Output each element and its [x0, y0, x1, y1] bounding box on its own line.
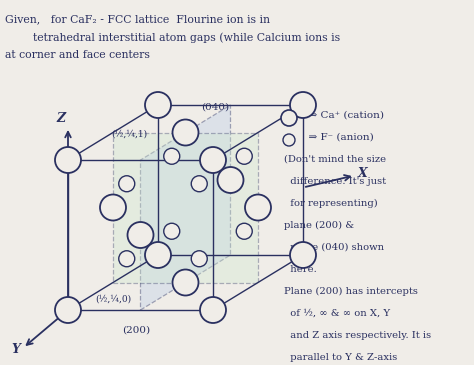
- Circle shape: [200, 147, 226, 173]
- Circle shape: [236, 148, 252, 164]
- Text: parallel to Y & Z-axis: parallel to Y & Z-axis: [284, 353, 397, 361]
- Text: difference. It's just: difference. It's just: [284, 177, 386, 185]
- Text: here.: here.: [284, 265, 317, 273]
- Text: for representing): for representing): [284, 199, 378, 208]
- Circle shape: [119, 176, 135, 192]
- Text: ⇒ Ca⁺ (cation): ⇒ Ca⁺ (cation): [302, 111, 384, 119]
- Text: (200): (200): [122, 326, 151, 335]
- Circle shape: [191, 251, 207, 267]
- Circle shape: [236, 223, 252, 239]
- Text: ⇒ F⁻ (anion): ⇒ F⁻ (anion): [302, 132, 374, 142]
- Text: Z: Z: [56, 112, 65, 125]
- Circle shape: [281, 110, 297, 126]
- Text: X: X: [358, 168, 367, 180]
- Circle shape: [145, 92, 171, 118]
- Circle shape: [218, 167, 244, 193]
- Text: plane (040) shown: plane (040) shown: [284, 242, 384, 251]
- Text: Given,   for CaF₂ - FCC lattice  Flourine ion is in: Given, for CaF₂ - FCC lattice Flourine i…: [5, 14, 270, 24]
- Circle shape: [283, 134, 295, 146]
- Text: (Don't mind the size: (Don't mind the size: [284, 154, 386, 164]
- Circle shape: [128, 222, 154, 248]
- Polygon shape: [113, 132, 258, 283]
- Text: (040): (040): [201, 103, 229, 112]
- Circle shape: [164, 148, 180, 164]
- Circle shape: [145, 242, 171, 268]
- Polygon shape: [140, 105, 230, 310]
- Text: Plane (200) has intercepts: Plane (200) has intercepts: [284, 287, 418, 296]
- Circle shape: [164, 223, 180, 239]
- Text: at corner and face centers: at corner and face centers: [5, 50, 150, 60]
- Circle shape: [173, 119, 199, 146]
- Circle shape: [290, 92, 316, 118]
- Circle shape: [200, 297, 226, 323]
- Text: (½,¼,0): (½,¼,0): [95, 294, 131, 303]
- Circle shape: [191, 176, 207, 192]
- Text: plane (200) &: plane (200) &: [284, 220, 354, 230]
- Circle shape: [55, 147, 81, 173]
- Circle shape: [290, 242, 316, 268]
- Circle shape: [100, 195, 126, 220]
- Text: of ½, ∞ & ∞ on X, Y: of ½, ∞ & ∞ on X, Y: [284, 308, 390, 318]
- Circle shape: [55, 297, 81, 323]
- Circle shape: [245, 195, 271, 220]
- Circle shape: [119, 251, 135, 267]
- Text: and Z axis respectively. It is: and Z axis respectively. It is: [284, 330, 431, 339]
- Text: (½,¼,1): (½,¼,1): [111, 129, 147, 138]
- Text: Y: Y: [11, 343, 20, 356]
- Circle shape: [173, 269, 199, 296]
- Text: tetrahedral interstitial atom gaps (while Calcium ions is: tetrahedral interstitial atom gaps (whil…: [5, 32, 340, 43]
